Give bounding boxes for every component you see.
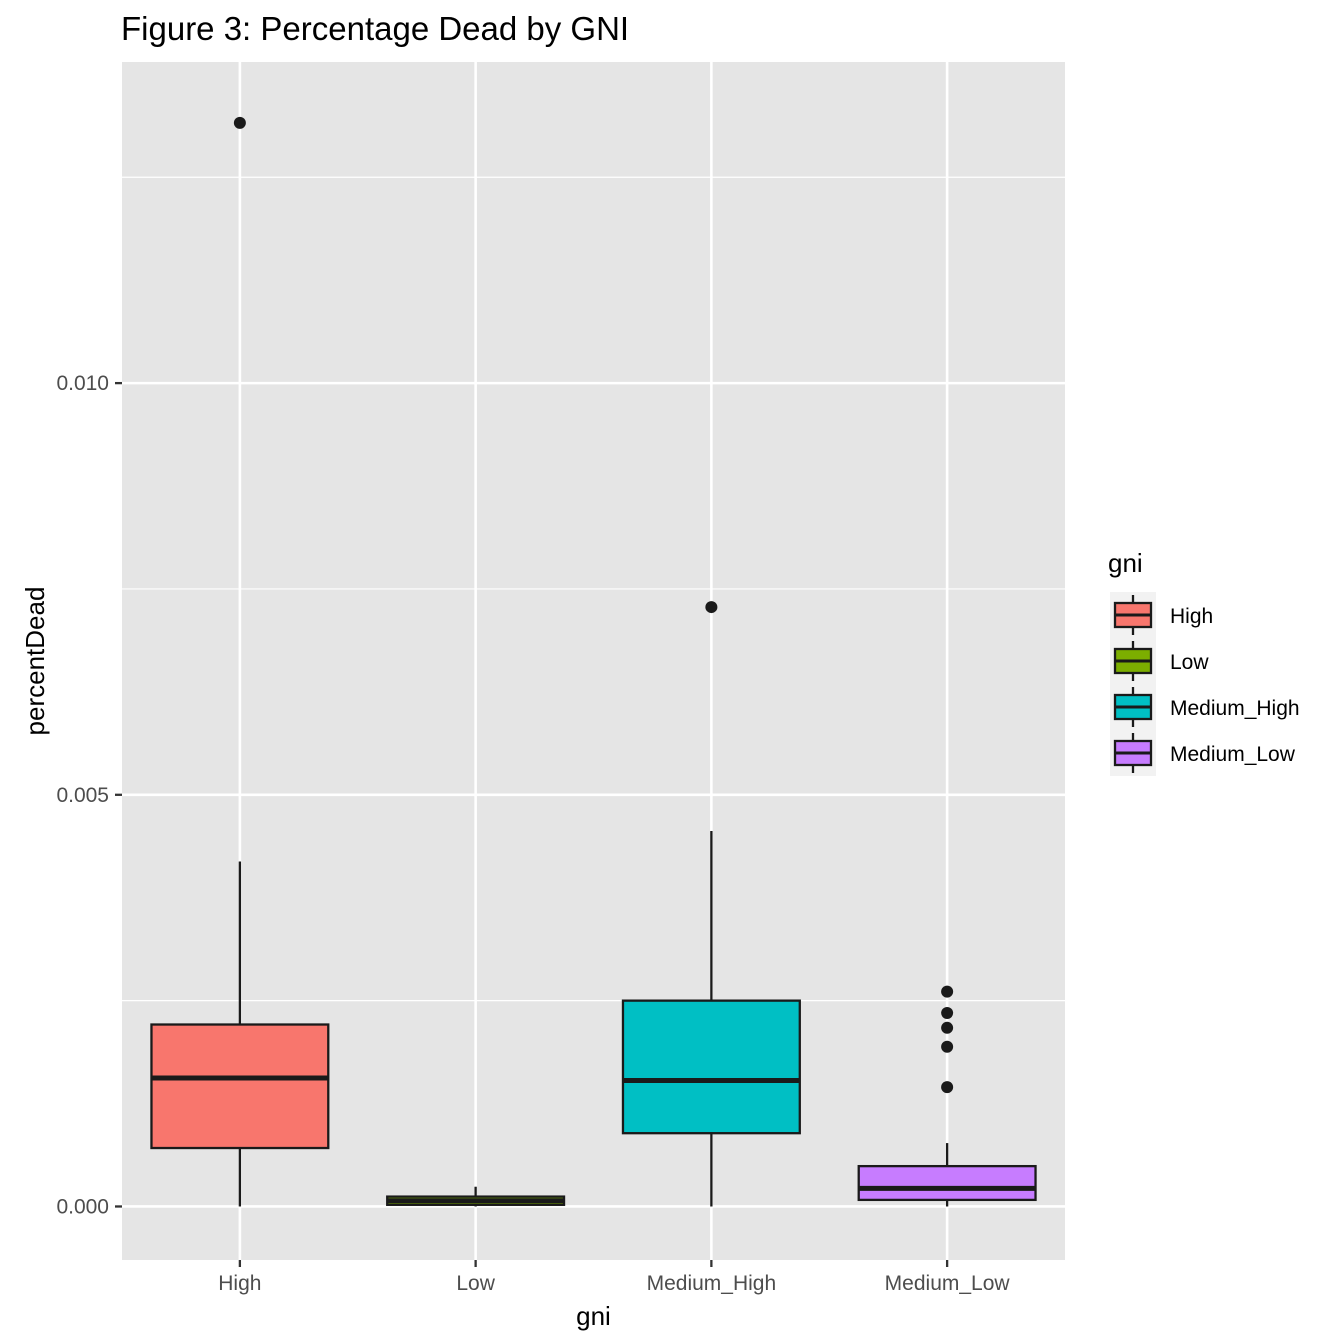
box-layer bbox=[150, 116, 1037, 1207]
box-medium-high bbox=[621, 601, 801, 1207]
legend: gni High Low Medium_High Medium_Low bbox=[1108, 548, 1300, 776]
legend-item-high: High bbox=[1113, 595, 1213, 635]
y-tick-label: 0.005 bbox=[56, 784, 109, 807]
legend-title: gni bbox=[1108, 548, 1143, 578]
x-axis: High Low Medium_High Medium_Low bbox=[218, 1260, 1010, 1295]
chart-title: Figure 3: Percentage Dead by GNI bbox=[121, 10, 629, 47]
box-low bbox=[386, 1186, 566, 1207]
y-tick-label: 0.010 bbox=[56, 372, 109, 395]
x-tick-label: High bbox=[218, 1272, 261, 1295]
legend-label: High bbox=[1170, 605, 1213, 628]
x-axis-title: gni bbox=[576, 1301, 611, 1331]
x-tick-label: Low bbox=[456, 1272, 495, 1295]
outlier-point bbox=[941, 985, 954, 998]
outlier-point bbox=[941, 1081, 954, 1094]
y-axis-title: percentDead bbox=[20, 587, 50, 736]
box-body bbox=[150, 1023, 330, 1150]
legend-label: Medium_Low bbox=[1170, 743, 1296, 766]
y-axis: 0.000 0.005 0.010 bbox=[56, 372, 122, 1218]
legend-item-medium-low: Medium_Low bbox=[1113, 733, 1296, 773]
outlier-point bbox=[233, 116, 246, 129]
box-body bbox=[857, 1164, 1037, 1202]
outlier-point bbox=[941, 1040, 954, 1053]
outlier-point bbox=[941, 1006, 954, 1019]
legend-label: Medium_High bbox=[1170, 697, 1300, 720]
x-tick-label: Medium_Low bbox=[885, 1272, 1011, 1295]
x-tick-label: Medium_High bbox=[647, 1272, 777, 1295]
legend-label: Low bbox=[1170, 651, 1209, 674]
outlier-point bbox=[705, 601, 718, 614]
legend-item-low: Low bbox=[1113, 641, 1209, 681]
y-tick-label: 0.000 bbox=[56, 1195, 109, 1218]
minor-gridlines bbox=[122, 176, 1065, 1002]
box-medium-low bbox=[857, 985, 1037, 1207]
box-body bbox=[621, 999, 801, 1135]
outlier-point bbox=[941, 1021, 954, 1034]
box-high bbox=[150, 116, 330, 1207]
legend-items: High Low Medium_High Medium_Low bbox=[1113, 595, 1300, 773]
legend-item-medium-high: Medium_High bbox=[1113, 687, 1300, 727]
